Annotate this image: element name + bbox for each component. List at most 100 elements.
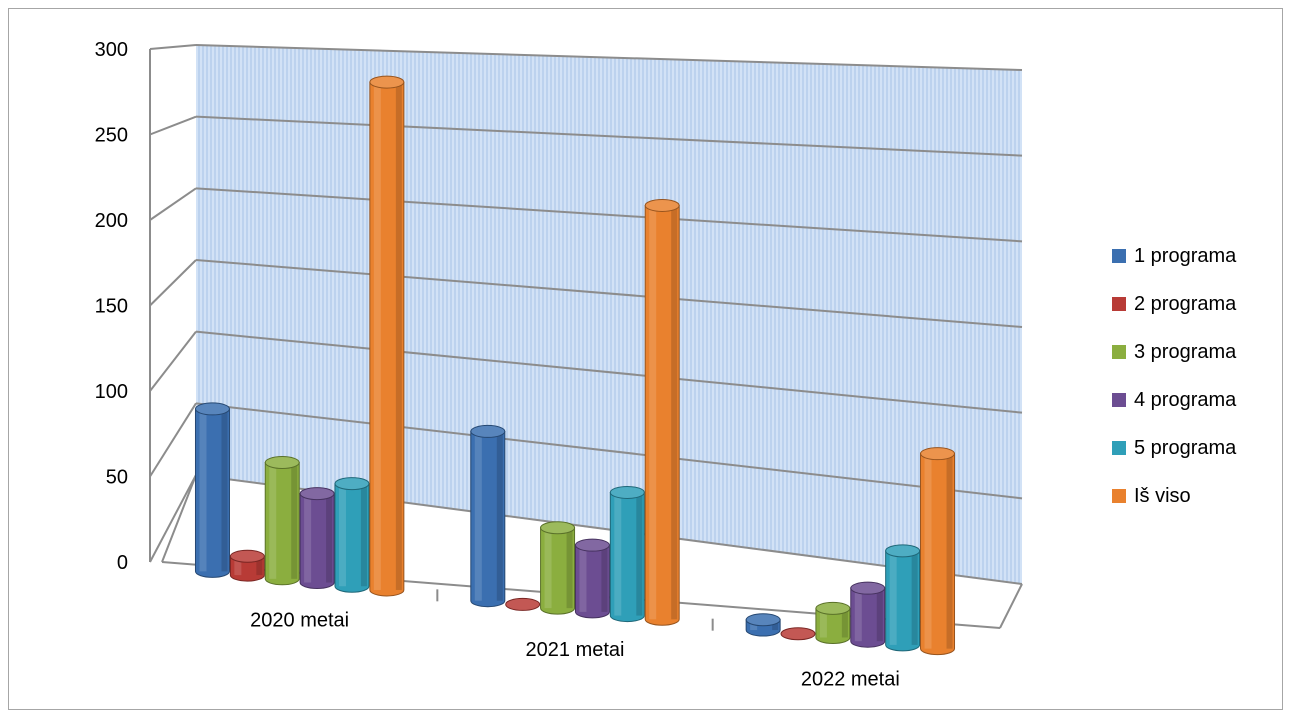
gridline	[195, 402, 1023, 500]
gridline-side	[149, 115, 197, 136]
bar-shadow	[566, 527, 573, 609]
bar-shadow	[291, 462, 298, 579]
legend-label: 4 programa	[1134, 388, 1237, 411]
bar-shadow	[221, 408, 228, 572]
gridline	[195, 44, 1023, 71]
bar-top	[574, 538, 610, 552]
bar-top	[194, 402, 230, 416]
bar	[540, 521, 576, 615]
y-tick-label: 300	[95, 39, 128, 61]
legend-swatch	[1112, 441, 1126, 455]
bar-shadow	[256, 556, 263, 576]
bar-highlight	[579, 545, 587, 612]
gridline-side	[149, 474, 197, 563]
bar	[850, 581, 886, 648]
y-tick-label: 0	[117, 552, 128, 574]
gridline	[195, 259, 1023, 328]
bar-top	[505, 597, 541, 611]
bar-top	[815, 601, 851, 615]
x-category-label: 2022 metai	[801, 668, 900, 690]
bar	[885, 544, 921, 652]
bar	[229, 549, 265, 582]
bar-top	[299, 487, 335, 501]
bar-highlight	[854, 588, 862, 642]
legend-item: Iš viso	[1112, 472, 1236, 520]
bar	[264, 456, 300, 586]
bar	[299, 487, 335, 590]
gridline-side	[149, 44, 197, 50]
bar-top	[850, 581, 886, 595]
bar-highlight	[269, 462, 277, 579]
bar-top	[920, 447, 956, 461]
bar-top	[334, 477, 370, 491]
x-category-label: 2021 metai	[526, 639, 625, 661]
y-tick-label: 100	[95, 381, 128, 403]
bar-top	[540, 521, 576, 535]
x-category-label: 2020 metai	[250, 610, 349, 632]
bar-shadow	[671, 205, 678, 620]
bar-highlight	[338, 483, 346, 587]
legend-label: 1 programa	[1134, 244, 1237, 267]
bar-highlight	[199, 408, 207, 572]
y-tick-label: 50	[106, 467, 128, 489]
gridline	[195, 187, 1023, 243]
bar	[334, 477, 370, 593]
bar-shadow	[876, 588, 883, 642]
bar-shadow	[395, 82, 402, 590]
bar	[920, 447, 956, 656]
legend-label: 5 programa	[1134, 436, 1237, 459]
legend: 1 programa 2 programa 3 programa 4 programa…	[1112, 232, 1236, 520]
bar-shadow	[841, 608, 848, 638]
bar	[505, 597, 541, 611]
legend-label: 2 programa	[1134, 292, 1237, 315]
gridline-side	[149, 259, 197, 307]
bar-highlight	[304, 493, 312, 583]
bar	[815, 601, 851, 644]
bar-highlight	[649, 205, 657, 620]
gridline-side	[149, 187, 197, 221]
gridline	[195, 330, 1023, 414]
bar-top	[745, 613, 781, 627]
bar-highlight	[889, 550, 897, 645]
bar-top	[264, 456, 300, 470]
bar-shadow	[946, 453, 953, 649]
legend-label: Iš viso	[1134, 484, 1191, 507]
bar	[470, 424, 506, 608]
bar-shadow	[360, 483, 367, 587]
legend-item: 1 programa	[1112, 232, 1236, 280]
bar	[644, 198, 680, 626]
bar-shadow	[496, 431, 503, 601]
legend-label: 3 programa	[1134, 340, 1237, 363]
legend-swatch	[1112, 249, 1126, 263]
bar-shadow	[911, 550, 918, 645]
bar	[609, 485, 645, 623]
legend-item: 3 programa	[1112, 328, 1236, 376]
y-tick-label: 250	[95, 125, 128, 147]
legend-swatch	[1112, 393, 1126, 407]
legend-item: 5 programa	[1112, 424, 1236, 472]
bar-highlight	[819, 608, 827, 638]
bar-shadow	[326, 493, 333, 583]
bar-top	[644, 198, 680, 212]
bar	[369, 75, 405, 597]
bar-shadow	[601, 545, 608, 612]
axis-corner-right	[999, 583, 1023, 629]
bar	[574, 538, 610, 619]
y-tick-label: 200	[95, 210, 128, 232]
bar-highlight	[924, 453, 932, 649]
axis-corner	[161, 474, 197, 563]
legend-swatch	[1112, 345, 1126, 359]
bar-top	[885, 544, 921, 558]
bar-top	[780, 627, 816, 641]
gridline	[195, 115, 1023, 157]
legend-swatch	[1112, 489, 1126, 503]
bar-shadow	[636, 492, 643, 616]
bar-highlight	[373, 82, 381, 590]
bar-highlight	[474, 431, 482, 601]
gridline-side	[149, 331, 197, 392]
bar-top	[609, 485, 645, 499]
bar-highlight	[234, 556, 242, 576]
bar	[194, 402, 230, 578]
bar	[745, 613, 781, 637]
gridline-side	[149, 402, 197, 478]
